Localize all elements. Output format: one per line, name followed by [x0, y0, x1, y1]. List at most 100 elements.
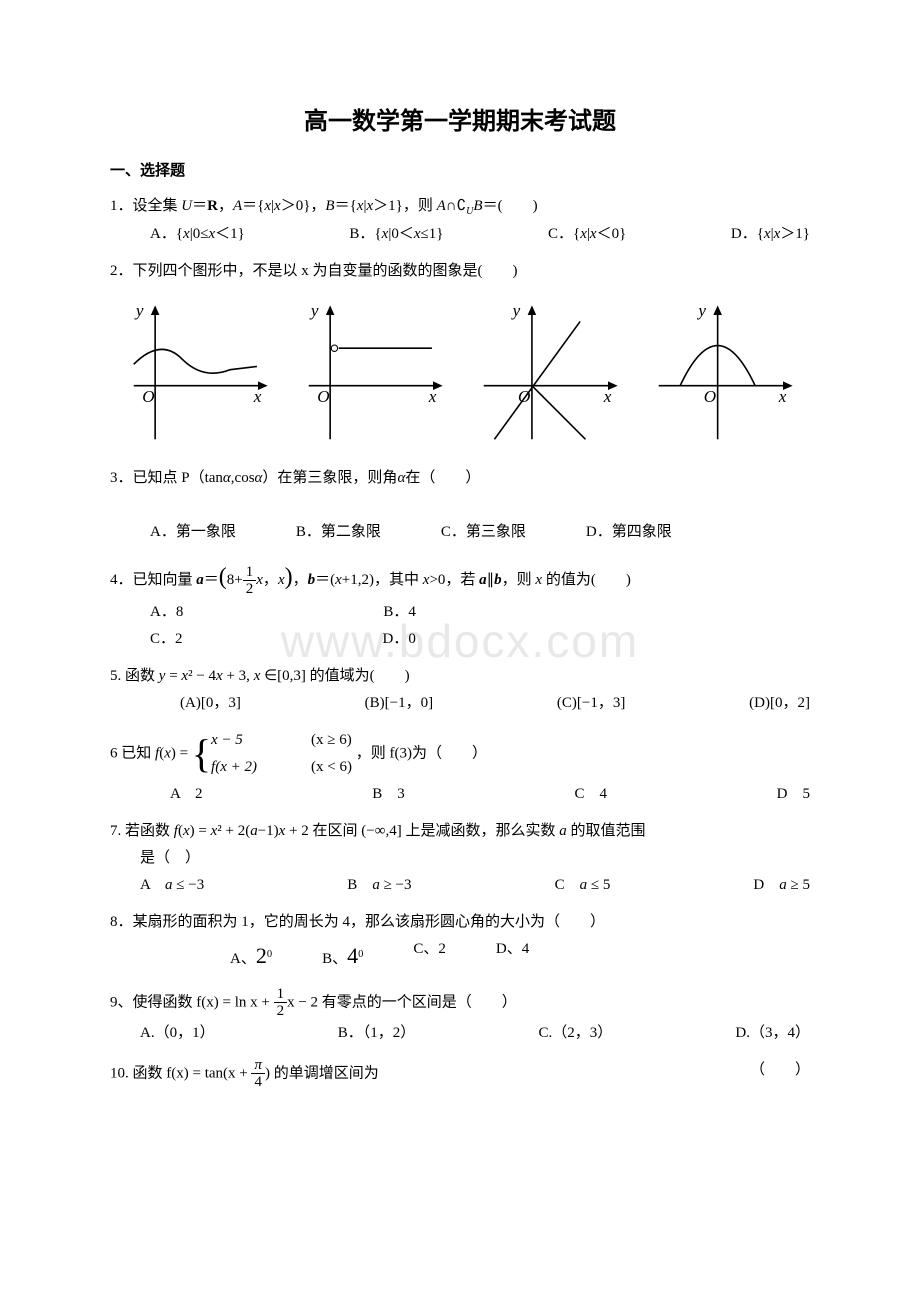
axis-y-label: y [510, 301, 520, 320]
q10-prefix: 10. 函数 f(x) = tan(x + [110, 1065, 251, 1081]
q3-alpha1: α [223, 470, 231, 486]
q9-opt-b: B．（1，2） [338, 1020, 416, 1047]
question-6: 6 已知 f(x) = { x − 5(x ≥ 6) f(x + 2)(x < … [110, 727, 810, 808]
q1-options: A．{x|0≤x＜1} B．{x|0＜x≤1} C．{x|x＜0} D．{x|x… [110, 221, 810, 248]
q4-options: A．8 B．4 C．2 D．0 [110, 599, 810, 653]
q1-opt-c: C．{x|x＜0} [548, 221, 626, 248]
q8-text: 8．某扇形的面积为 1，它的周长为 4，那么该扇形圆心角的大小为（ ） [110, 909, 810, 936]
q4-frac-den: 2 [243, 581, 257, 598]
exam-content: 高一数学第一学期期末考试题 一、选择题 1．设全集 U＝R，A＝{x|x＞0}，… [110, 100, 810, 1091]
q8-options: A、20 B、40 C、2 D、4 [110, 936, 810, 976]
q3-opt-d: D．第四象限 [586, 519, 672, 546]
q3-opt-b: B．第二象限 [296, 519, 381, 546]
q10-frac-den: 4 [251, 1074, 265, 1091]
q8-opt-c: C、2 [413, 936, 446, 976]
q6-p2-cond: (x < 6) [311, 754, 352, 781]
axis-O-label: O [142, 387, 154, 406]
axis-y-label: y [308, 301, 318, 320]
section-header: 一、选择题 [110, 158, 810, 185]
page-title: 高一数学第一学期期末考试题 [110, 100, 810, 143]
q2-text: 2．下列四个图形中，不是以 x 为自变量的函数的图象是( ) [110, 258, 810, 285]
q3-prefix: 3．已知点 P（tan [110, 470, 223, 486]
question-4: 4．已知向量 a＝(8+12x，x)，b＝(x+1,2)，其中 x>0，若 a∥… [110, 556, 810, 653]
q2-graph-a: y x O [123, 300, 273, 450]
q4-text: 4．已知向量 a＝(8+12x，x)，b＝(x+1,2)，其中 x>0，若 a∥… [110, 556, 810, 599]
q5-opt-c: (C)[−1，3] [557, 690, 625, 717]
q6-p1-cond: (x ≥ 6) [311, 727, 352, 754]
q9-opt-a: A.（0，1） [140, 1020, 215, 1047]
q7-options: A a ≤ −3 B a ≥ −3 C a ≤ 5 D a ≥ 5 [110, 872, 810, 899]
q7-opt-a: A a ≤ −3 [140, 872, 204, 899]
q10-paren: （ ） [750, 1057, 810, 1091]
q3-text: 3．已知点 P（tanα,cosα）在第三象限，则角α在（ ） [110, 465, 810, 492]
q5-opt-d: (D)[0，2] [749, 690, 810, 717]
q9-suffix: x − 2 有零点的一个区间是（ ） [287, 994, 517, 1010]
q6-opt-a: A 2 [170, 781, 203, 808]
q1-opt-d: D．{x|x＞1} [731, 221, 810, 248]
q3-options: A．第一象限 B．第二象限 C．第三象限 D．第四象限 [110, 519, 810, 546]
q2-graph-c: y x O [473, 300, 623, 450]
q5-options: (A)[0，3] (B)[−1，0] (C)[−1，3] (D)[0，2] [110, 690, 810, 717]
q2-graph-b: y x O [298, 300, 448, 450]
q10-text: 10. 函数 f(x) = tan(x + π4) 的单调增区间为 [110, 1057, 379, 1091]
q2-graph-d: y x O [648, 300, 798, 450]
q5-opt-b: (B)[−1，0] [365, 690, 433, 717]
q9-opt-d: D.（3，4） [735, 1020, 810, 1047]
axis-O-label: O [317, 387, 329, 406]
q4-frac-num: 1 [243, 564, 257, 582]
q3-suffix: ）在第三象限，则角 [262, 470, 397, 486]
q4-opt-b: B．4 [383, 599, 416, 626]
q9-opt-c: C.（2，3） [538, 1020, 612, 1047]
axis-O-label: O [703, 387, 715, 406]
q9-options: A.（0，1） B．（1，2） C.（2，3） D.（3，4） [110, 1020, 810, 1047]
q10-suffix: ) 的单调增区间为 [265, 1065, 379, 1081]
q9-text: 9、使得函数 f(x) = ln x + 12x − 2 有零点的一个区间是（ … [110, 986, 810, 1020]
q6-opt-c: C 4 [574, 781, 607, 808]
question-7: 7. 若函数 f(x) = x² + 2(a−1)x + 2 在区间 (−∞,4… [110, 818, 810, 899]
q7-opt-d: D a ≥ 5 [753, 872, 810, 899]
q5-opt-a: (A)[0，3] [180, 690, 241, 717]
axis-x-label: x [777, 387, 786, 406]
q4-opt-c: C．2 [150, 626, 183, 653]
q8-opt-d: D、4 [496, 936, 529, 976]
q10-frac-num: π [251, 1057, 265, 1075]
q1-opt-a: A．{x|0≤x＜1} [150, 221, 245, 248]
q6-p2-expr: f(x + 2) [211, 759, 257, 775]
question-8: 8．某扇形的面积为 1，它的周长为 4，那么该扇形圆心角的大小为（ ） A、20… [110, 909, 810, 976]
question-1: 1．设全集 U＝R，A＝{x|x＞0}，B＝{x|x＞1}，则 A∩∁UB＝( … [110, 193, 810, 248]
q7-text2: 是（ ） [110, 845, 810, 872]
q1-text: 1．设全集 U＝R，A＝{x|x＞0}，B＝{x|x＞1}，则 A∩∁UB＝( … [110, 193, 810, 221]
question-3: 3．已知点 P（tanα,cosα）在第三象限，则角α在（ ） A．第一象限 B… [110, 465, 810, 546]
q4-opt-a: A．8 [150, 599, 183, 626]
q8-opt-a: A、20 [230, 936, 272, 976]
q8-opt-b: B、40 [322, 936, 363, 976]
q7-opt-b: B a ≥ −3 [347, 872, 411, 899]
q5-text: 5. 函数 y = x² − 4x + 3, x ∈[0,3] 的值域为( ) [110, 663, 810, 690]
q6-opt-b: B 3 [372, 781, 405, 808]
q7-text: 7. 若函数 f(x) = x² + 2(a−1)x + 2 在区间 (−∞,4… [110, 818, 810, 845]
q7-opt-c: C a ≤ 5 [555, 872, 611, 899]
q3-mid: ,cos [231, 470, 255, 486]
q9-frac-den: 2 [274, 1003, 288, 1020]
q4-opt-d: D．0 [383, 626, 416, 653]
q6-text: 6 已知 f(x) = { x − 5(x ≥ 6) f(x + 2)(x < … [110, 727, 810, 781]
q6-opt-d: D 5 [777, 781, 810, 808]
axis-x-label: x [427, 387, 436, 406]
q6-options: A 2 B 3 C 4 D 5 [110, 781, 810, 808]
question-9: 9、使得函数 f(x) = ln x + 12x − 2 有零点的一个区间是（ … [110, 986, 810, 1047]
q2-graphs: y x O y x O [110, 300, 810, 450]
question-10: 10. 函数 f(x) = tan(x + π4) 的单调增区间为 （ ） [110, 1057, 810, 1091]
q1-opt-b: B．{x|0＜x≤1} [349, 221, 443, 248]
q6-p1-expr: x − 5 [211, 732, 243, 748]
axis-y-label: y [133, 301, 143, 320]
question-5: 5. 函数 y = x² − 4x + 3, x ∈[0,3] 的值域为( ) … [110, 663, 810, 717]
axis-y-label: y [696, 301, 706, 320]
question-2: 2．下列四个图形中，不是以 x 为自变量的函数的图象是( ) y x O [110, 258, 810, 450]
q4-vec-prefix: 8+ [227, 572, 243, 588]
axis-O-label: O [518, 387, 530, 406]
q3-opt-c: C．第三象限 [441, 519, 526, 546]
q3-opt-a: A．第一象限 [150, 519, 236, 546]
q9-frac-num: 1 [274, 986, 288, 1004]
axis-x-label: x [602, 387, 611, 406]
q9-prefix: 9、使得函数 f(x) = ln x + [110, 994, 274, 1010]
